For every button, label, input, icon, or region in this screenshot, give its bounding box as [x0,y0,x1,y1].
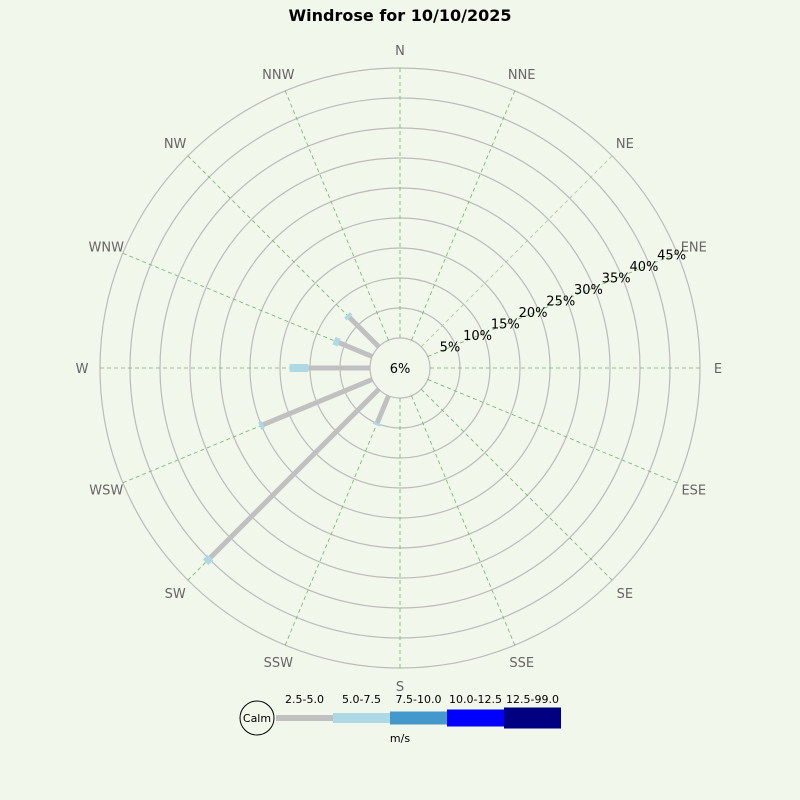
bar-wnw-bin0 [338,340,374,359]
direction-label-sw: SW [165,587,186,602]
legend-swatch [333,713,390,723]
direction-label-ssw: SSW [264,656,294,671]
bar-nw-bin0 [347,315,381,349]
legend-bin-label: 5.0-7.5 [342,693,381,706]
bar-nw-bin1 [344,312,353,321]
legend-calm-circle [239,700,275,736]
direction-spoke [284,395,389,646]
direction-spoke [411,90,516,341]
grid-ring [189,157,611,579]
bar-wsw-bin1 [258,421,265,430]
radial-tick-label: 25% [546,294,575,309]
radial-tick-label: 45% [657,248,686,263]
direction-label-ne: NE [616,137,634,152]
legend-bin-label: 12.5-99.0 [506,693,559,706]
radial-tick-label: 40% [629,260,658,275]
direction-spoke [122,252,373,357]
direction-spoke [420,388,613,581]
direction-label-w: W [76,362,89,377]
legend-swatch [276,715,333,721]
direction-label-se: SE [617,587,633,602]
chart-title: Windrose for 10/10/2025 [289,6,512,25]
direction-label-e: E [714,362,722,377]
direction-spoke [427,252,678,357]
legend: Calm m/s 2.5-5.0 5.0-7.5 7.5-10.0 10.0-12.5… [239,693,561,745]
legend-swatch [504,707,561,729]
bar-wsw-bin0 [262,377,374,428]
direction-label-nnw: NNW [262,68,294,83]
direction-label-ese: ESE [681,484,706,499]
direction-label-ene: ENE [681,240,707,255]
bar-sw-bin1 [202,554,214,566]
legend-swatch [390,711,447,725]
legend-bin-label: 10.0-12.5 [449,693,502,706]
direction-label-s: S [396,680,404,695]
direction-spoke [284,90,389,341]
direction-label-n: N [395,44,405,59]
direction-spoke [411,395,516,646]
bar-ssw-bin0 [374,394,391,424]
direction-label-nw: NW [164,137,187,152]
direction-spoke [427,379,678,484]
radial-tick-label: 35% [602,271,631,286]
legend-bin-label: 2.5-5.0 [285,693,324,706]
legend-unit: m/s [390,732,410,745]
calm-percent-label: 6% [390,362,411,377]
direction-spoke [420,155,613,348]
legend-calm-label: Calm [243,712,271,725]
radial-tick-label: 15% [491,317,520,332]
radial-tick-label: 30% [574,283,603,298]
legend-swatch [447,709,504,727]
radial-tick-label: 5% [440,340,461,355]
radial-tick-label: 10% [463,329,492,344]
direction-label-wnw: WNW [88,240,124,255]
grid-ring [279,247,521,489]
bar-wnw-bin1 [332,336,341,347]
legend-bin-label: 7.5-10.0 [396,693,442,706]
direction-label-nne: NNE [508,68,536,83]
direction-label-wsw: WSW [89,484,123,499]
bar-ssw-bin1 [372,421,381,427]
radial-tick-label: 20% [519,306,548,321]
direction-label-sse: SSE [509,656,534,671]
bar-sw-bin0 [208,387,381,560]
